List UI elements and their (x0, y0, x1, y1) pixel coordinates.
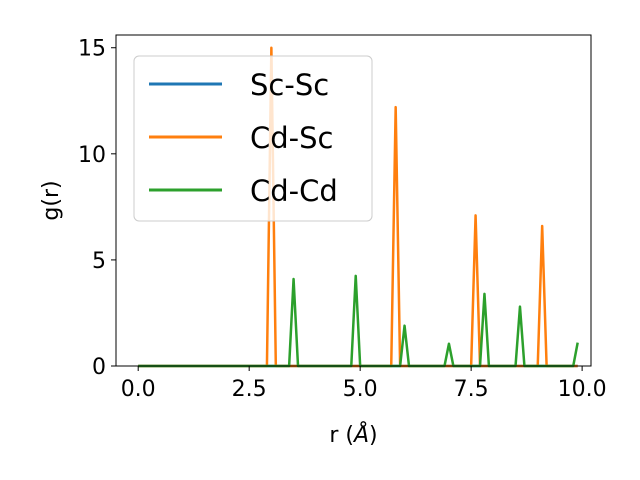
y-tick-label: 15 (78, 37, 106, 62)
x-tick-label: 2.5 (232, 377, 267, 402)
x-tick-label: 5.0 (343, 377, 378, 402)
x-tick-label: 0.0 (121, 377, 156, 402)
x-axis-label: r (Å) (329, 421, 377, 448)
legend-label-cd-cd: Cd-Cd (250, 174, 338, 208)
ticks-layer: 0.0 2.5 5.0 7.5 10.0 0 5 10 15 (78, 37, 607, 402)
legend-label-sc-sc: Sc-Sc (250, 68, 329, 102)
y-tick-label: 0 (92, 355, 106, 380)
legend: Sc-Sc Cd-Sc Cd-Cd (133, 55, 373, 222)
x-tick-label: 7.5 (454, 377, 489, 402)
plot-frame (115, 34, 592, 367)
y-tick-label: 5 (92, 249, 106, 274)
x-tick-label: 10.0 (558, 377, 607, 402)
y-axis-label: g(r) (39, 180, 64, 220)
legend-box (133, 55, 373, 222)
legend-label-cd-sc: Cd-Sc (250, 121, 333, 155)
y-tick-label: 10 (78, 143, 106, 168)
